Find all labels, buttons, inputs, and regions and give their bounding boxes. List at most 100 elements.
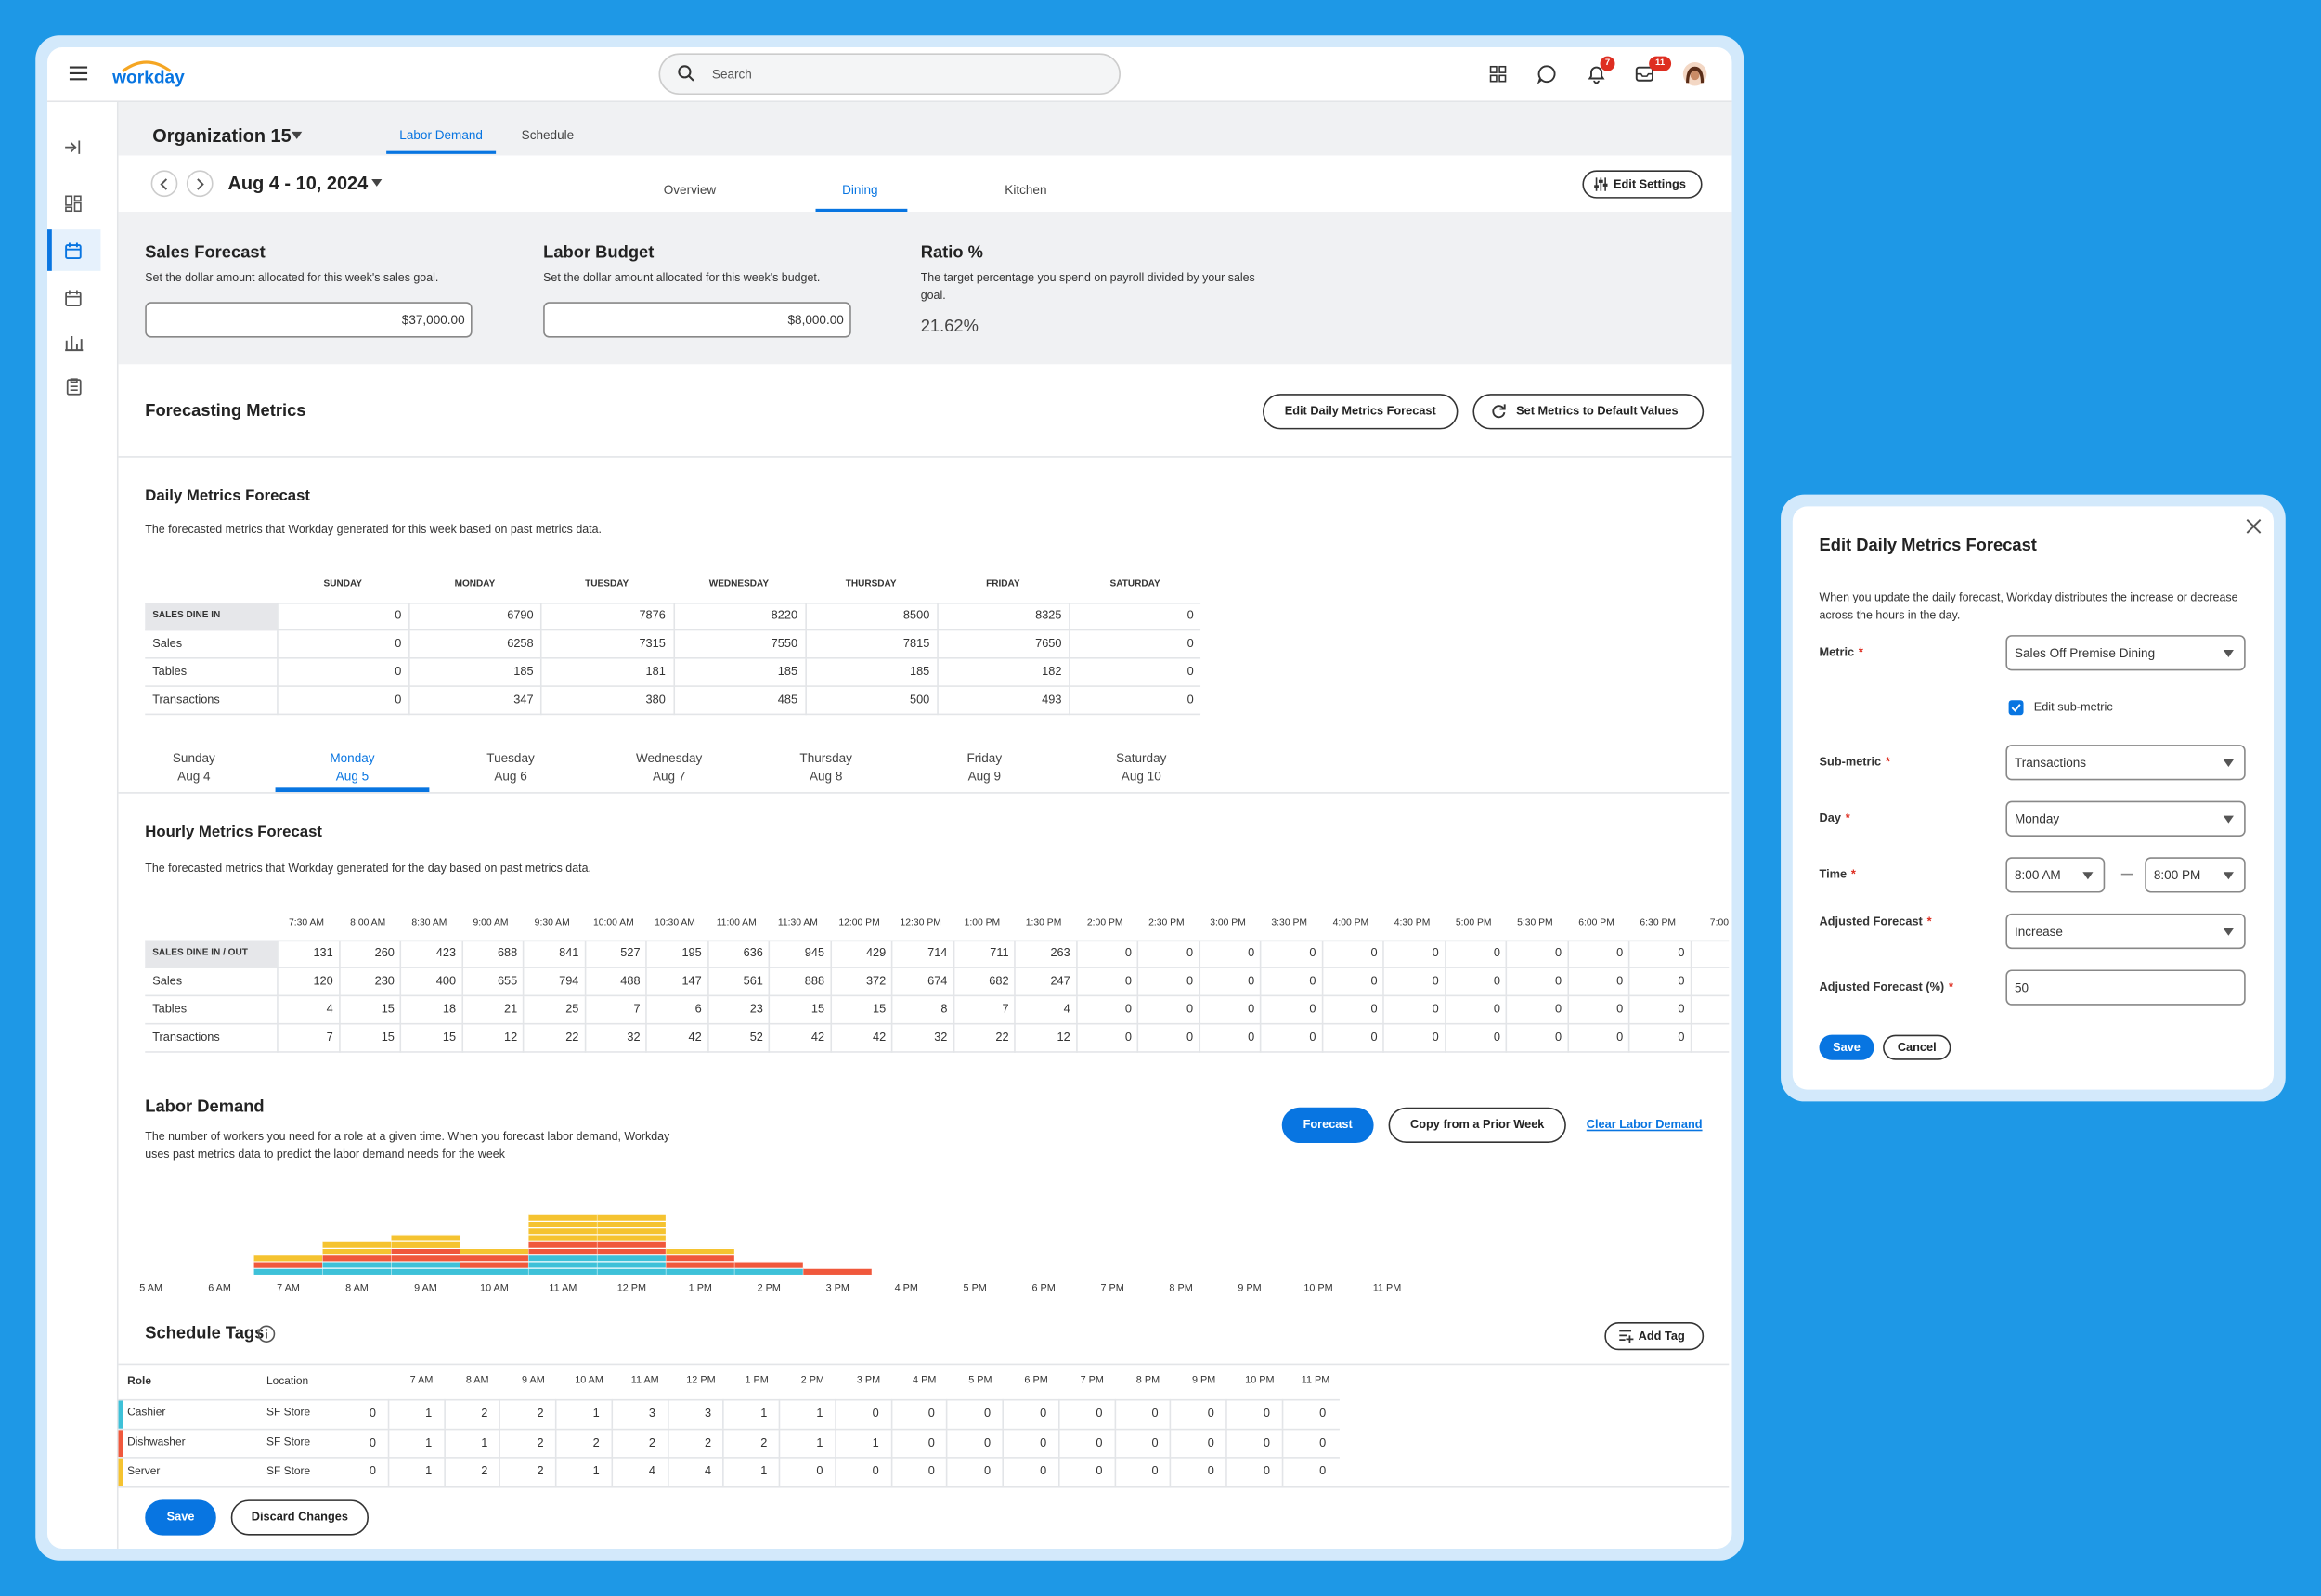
select-value[interactable]: Monday [2014, 811, 2060, 826]
checkbox-label[interactable]: Edit sub-metric [2033, 700, 2113, 714]
select[interactable] [2005, 745, 2246, 781]
icon-part [65, 206, 73, 213]
cell-border [554, 1457, 557, 1486]
dashboard-icon[interactable] [65, 195, 82, 213]
chat-icon[interactable] [1537, 65, 1556, 85]
budget-input[interactable] [145, 302, 473, 338]
checkbox[interactable] [2008, 700, 2024, 716]
day-tab-date[interactable]: Aug 4 [177, 768, 211, 784]
tab[interactable]: Schedule [521, 126, 575, 142]
select[interactable] [2005, 913, 2246, 950]
section-title: Labor Demand [145, 1097, 265, 1116]
apps-icon[interactable] [1489, 65, 1507, 83]
copy-button-label[interactable]: Copy from a Prior Week [1410, 1118, 1545, 1132]
search-box[interactable] [658, 53, 1121, 96]
dialog-cancel-label[interactable]: Cancel [1897, 1040, 1937, 1054]
edit-settings-button-label[interactable]: Edit Settings [1613, 176, 1686, 191]
budget-title: Sales Forecast [145, 243, 266, 262]
day-tab-date[interactable]: Aug 10 [1121, 768, 1161, 784]
nav-button[interactable] [150, 170, 178, 198]
edit-daily-button-label[interactable]: Edit Daily Metrics Forecast [1284, 404, 1436, 418]
row [118, 1457, 1340, 1486]
reports-icon[interactable] [65, 334, 84, 352]
day-tab[interactable]: Saturday [1116, 750, 1167, 766]
reset-button-label[interactable]: Set Metrics to Default Values [1516, 404, 1679, 418]
day-tab[interactable]: Friday [966, 750, 1003, 766]
input-value[interactable]: 50 [2014, 980, 2029, 995]
budget-input[interactable] [543, 302, 851, 338]
cell-border [1281, 1428, 1283, 1458]
info-icon[interactable] [257, 1325, 276, 1343]
discard-button-label[interactable]: Discard Changes [251, 1510, 348, 1525]
day-tab[interactable]: Thursday [799, 750, 852, 766]
day-tab[interactable]: Sunday [172, 750, 215, 766]
schedule-icon[interactable] [65, 242, 82, 260]
nav-button[interactable] [186, 170, 214, 198]
dialog-save-label[interactable]: Save [1833, 1040, 1861, 1054]
icon-part [2223, 815, 2234, 824]
time-dash [2120, 873, 2133, 876]
cell-border [946, 1457, 948, 1486]
select-value[interactable]: 8:00 AM [2014, 867, 2061, 883]
clear-link[interactable]: Clear Labor Demand [1586, 1118, 1703, 1132]
day-tab-date[interactable]: Aug 5 [335, 768, 370, 784]
select[interactable] [2005, 800, 2246, 837]
x-tick-label: 11 PM [1372, 1283, 1402, 1294]
dropdown-arrow [2223, 928, 2234, 936]
cell: 0 [1263, 1464, 1270, 1478]
reset-button[interactable] [1472, 394, 1705, 430]
budget-value[interactable]: $37,000.00 [401, 312, 465, 328]
divider [118, 456, 1732, 458]
save-button-label[interactable]: Save [166, 1510, 195, 1525]
save-button[interactable] [145, 1499, 216, 1536]
copy-button[interactable] [1388, 1107, 1566, 1144]
edit-daily-button[interactable] [1263, 394, 1459, 430]
clipboard-icon[interactable] [66, 378, 82, 396]
add-tag-button-label[interactable]: Add Tag [1638, 1329, 1685, 1343]
date-range[interactable]: Aug 4 - 10, 2024 [227, 173, 369, 194]
subtab[interactable]: Dining [842, 181, 878, 197]
day-tab[interactable]: Wednesday [635, 750, 703, 766]
cell-border [611, 1398, 613, 1429]
bell-icon[interactable] [1588, 65, 1605, 84]
edit-settings-button[interactable] [1582, 170, 1703, 199]
role-color [118, 1429, 123, 1458]
calendar-icon[interactable] [65, 290, 82, 307]
select-value[interactable]: Sales Off Premise Dining [2014, 644, 2156, 660]
cell: 7650 [1035, 636, 1062, 651]
collapse-icon[interactable] [65, 140, 81, 154]
select-value[interactable]: Transactions [2014, 754, 2087, 770]
tab[interactable]: Labor Demand [399, 126, 483, 142]
column-header: Role [127, 1373, 152, 1387]
menu-icon[interactable] [69, 66, 88, 81]
day-tab-date[interactable]: Aug 7 [652, 768, 686, 784]
forecast-button-label[interactable]: Forecast [1303, 1118, 1353, 1132]
day-tab-date[interactable]: Aug 9 [967, 768, 1001, 784]
day-tab[interactable]: Tuesday [486, 750, 535, 766]
discard-button[interactable] [230, 1499, 370, 1536]
dialog-save[interactable] [1819, 1034, 1874, 1060]
cell: 1 [425, 1464, 433, 1478]
day-tab-date[interactable]: Aug 6 [494, 768, 527, 784]
column-header: 5 PM [968, 1375, 992, 1386]
forecast-button[interactable] [1281, 1107, 1374, 1144]
text-input[interactable] [2005, 969, 2246, 1006]
org-name[interactable]: Organization 15 [152, 125, 292, 147]
close-icon[interactable] [2246, 519, 2262, 534]
budget-value[interactable]: $8,000.00 [787, 312, 844, 328]
subtab[interactable]: Overview [663, 181, 717, 197]
x-tick-label: 11 AM [549, 1283, 577, 1294]
day-tab[interactable]: Monday [330, 750, 375, 766]
search-placeholder[interactable]: Search [711, 66, 752, 82]
day-tab-date[interactable]: Aug 8 [809, 768, 843, 784]
avatar[interactable] [1682, 61, 1707, 86]
select[interactable] [2005, 635, 2246, 671]
subtab[interactable]: Kitchen [1005, 181, 1047, 197]
section-title: Schedule Tags [145, 1324, 265, 1343]
dialog-cancel[interactable] [1883, 1034, 1951, 1060]
inbox-icon[interactable] [1635, 66, 1653, 82]
column-header: 2 PM [800, 1375, 824, 1386]
select-value[interactable]: 8:00 PM [2153, 867, 2201, 883]
select-value[interactable]: Increase [2014, 923, 2063, 939]
row-label: SALES DINE IN [152, 610, 221, 621]
